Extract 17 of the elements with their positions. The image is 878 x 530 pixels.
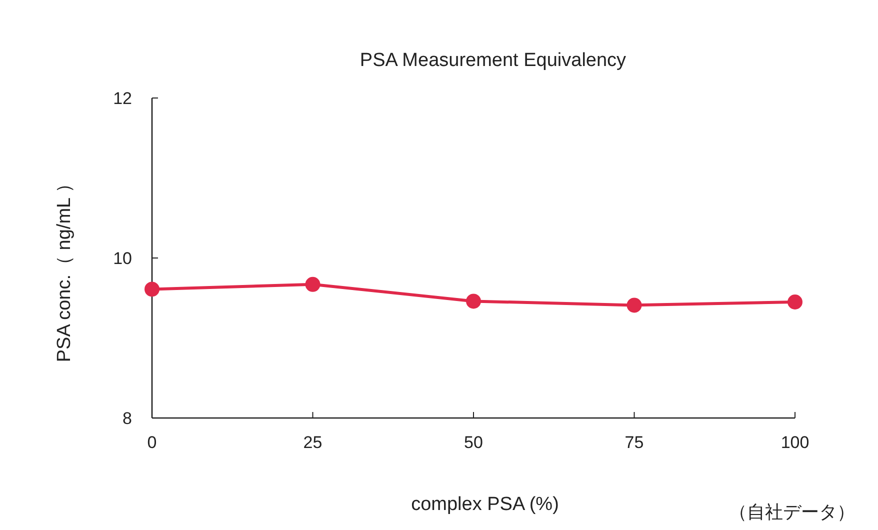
x-tick-label: 25 <box>303 433 322 452</box>
text: （自社データ） <box>729 502 855 522</box>
x-axis-title: complex PSA (%) <box>411 494 559 515</box>
point <box>626 298 642 313</box>
point <box>305 276 320 292</box>
x-tick-label: 100 <box>780 433 810 452</box>
x-tick-label: 75 <box>624 433 644 452</box>
y-axis-title: PSA conc.（ ng/mL ） <box>54 174 75 362</box>
x-tick-label: 50 <box>464 433 483 452</box>
chart-title: PSA Measurement Equivalency <box>360 50 627 71</box>
point <box>788 294 802 310</box>
point <box>144 282 160 297</box>
x-tick-label: 0 <box>147 433 157 452</box>
y-tick-label: 12 <box>113 89 132 108</box>
y-tick-label: 8 <box>122 409 132 428</box>
point <box>466 294 481 309</box>
y-tick-label: 10 <box>113 249 132 268</box>
